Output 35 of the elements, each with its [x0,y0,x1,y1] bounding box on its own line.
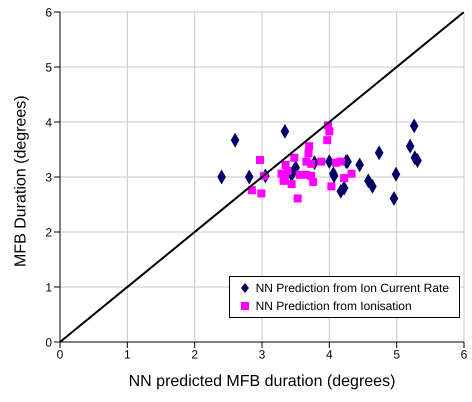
x-tick-label: 2 [191,348,198,362]
point [323,136,332,144]
y-tick-label: 2 [45,225,52,240]
x-tick-label: 6 [460,348,468,362]
point [304,149,312,158]
point [340,174,348,182]
point [317,158,326,166]
point [257,190,266,198]
y-tick-label: 0 [45,335,52,350]
x-tick-label: 1 [124,348,131,362]
x-axis-title: NN predicted MFB duration (degrees) [128,373,396,390]
point [327,182,336,190]
legend-label: NN Prediction from Ion Current Rate [256,280,449,297]
y-tick-label: 6 [45,5,52,20]
point [348,170,356,178]
point [336,158,345,166]
x-tick-label: 0 [56,348,64,362]
x-tick-label: 5 [393,348,400,362]
point [288,180,296,188]
y-tick-label: 4 [45,115,52,130]
y-tick-label: 3 [45,170,52,184]
x-tick-label: 3 [258,348,266,362]
point [307,160,316,168]
y-axis-title: MFB Duration (degrees) [12,95,30,267]
y-tick-label: 1 [45,280,52,294]
point [307,172,316,180]
x-tick-label: 4 [326,348,333,362]
point [290,154,298,162]
point [256,156,264,164]
point [280,176,288,185]
legend-label: NN Prediction from Ionisation [256,298,412,315]
point [325,127,334,136]
point [305,142,314,150]
point [294,194,302,202]
y-tick-label: 5 [45,60,52,74]
